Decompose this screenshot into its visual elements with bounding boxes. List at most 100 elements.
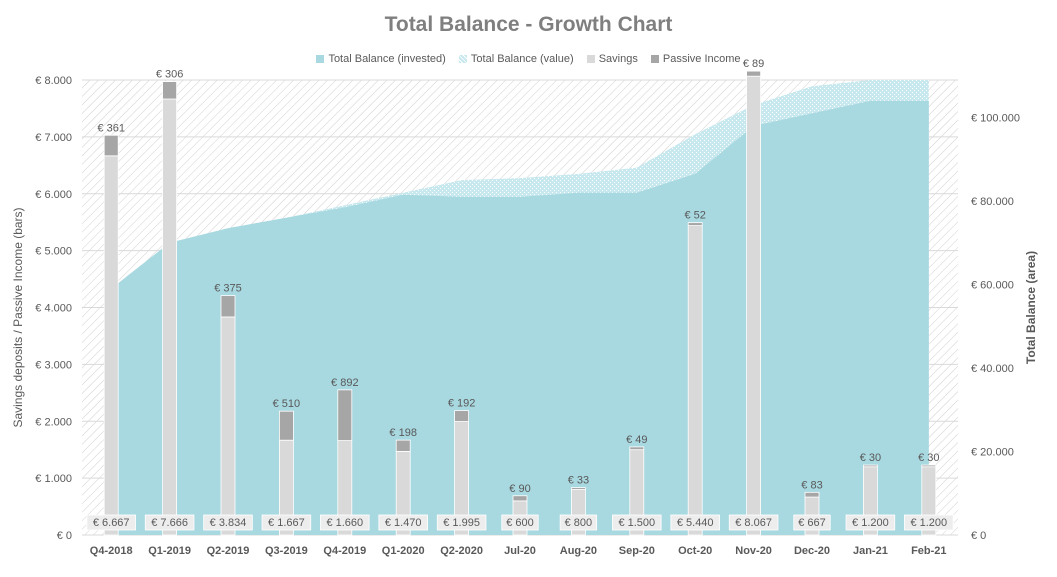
data-label-passive-income: € 52	[684, 210, 705, 222]
x-category-label: Q4-2019	[323, 545, 366, 557]
bar-passive-income	[454, 410, 470, 422]
y-left-tick-label: € 8.000	[35, 75, 72, 87]
data-label-savings-box	[501, 514, 539, 531]
x-category-label: Feb-21	[911, 545, 946, 557]
data-label-savings: € 1.660	[326, 517, 363, 529]
x-category-label: Q2-2020	[440, 545, 483, 557]
data-label-passive-income: € 30	[860, 452, 881, 464]
data-label-savings-box	[436, 514, 487, 531]
data-label-savings: € 1.500	[618, 517, 655, 529]
data-label-savings: € 1.200	[852, 517, 889, 529]
x-category-label: Jan-21	[853, 545, 888, 557]
y-left-tick-label: € 3.000	[35, 359, 72, 371]
legend-swatch-savings	[586, 55, 595, 64]
bar-passive-income	[804, 491, 820, 498]
data-label-savings: € 1.200	[910, 517, 947, 529]
data-label-savings: € 600	[506, 517, 534, 529]
data-label-passive-income: € 30	[918, 452, 939, 464]
legend-item-savings: Savings	[586, 53, 638, 66]
x-category-label: Q3-2019	[265, 545, 308, 557]
data-label-passive-income: € 306	[156, 69, 184, 81]
bar-savings	[103, 155, 119, 536]
bar-passive-income	[746, 70, 761, 77]
bar-savings	[687, 225, 703, 536]
legend-label-savings: Savings	[598, 53, 638, 66]
y-right-tick-label: € 40.000	[971, 363, 1014, 375]
bar-passive-income	[395, 439, 411, 452]
data-label-passive-income: € 375	[214, 283, 242, 295]
data-label-savings: € 1.470	[385, 517, 422, 529]
data-label-savings-box	[728, 514, 779, 531]
x-category-label: Q1-2019	[148, 545, 191, 557]
chart-title: Total Balance - Growth Chart	[384, 13, 673, 36]
data-label-passive-income: € 510	[273, 398, 301, 410]
legend-swatch-invested	[316, 55, 325, 64]
x-category-label: Jul-20	[504, 545, 536, 557]
data-label-savings: € 8.067	[735, 517, 772, 529]
bar-passive-income	[863, 464, 878, 468]
data-label-savings-box	[320, 514, 370, 531]
data-label-savings-box	[904, 514, 954, 531]
legend-label-passive-income: Passive Income	[662, 53, 741, 66]
y-left-tick-label: € 6.000	[35, 189, 72, 201]
data-label-passive-income: € 33	[568, 475, 589, 487]
bar-passive-income	[220, 295, 236, 318]
data-label-savings-box	[261, 514, 312, 531]
data-label-savings-box	[144, 514, 195, 531]
data-label-passive-income: € 361	[97, 122, 125, 134]
y-left-tick-label: € 5.000	[35, 246, 72, 258]
y-left-tick-label: € 4.000	[35, 303, 72, 315]
bar-passive-income	[337, 389, 353, 441]
legend-label-value: Total Balance (value)	[470, 53, 574, 66]
bar-passive-income	[103, 134, 119, 157]
bar-passive-income	[629, 446, 645, 451]
data-label-savings-box	[845, 514, 896, 531]
data-label-savings: € 667	[798, 517, 826, 529]
y-left-tick-label: € 2.000	[35, 416, 72, 428]
bar-savings	[746, 75, 761, 536]
legend: Total Balance (invested) Total Balance (…	[0, 53, 1057, 65]
data-label-savings: € 7.666	[151, 517, 188, 529]
x-category-label: Nov-20	[735, 545, 772, 557]
data-label-passive-income: € 198	[389, 427, 417, 439]
data-label-passive-income: € 90	[509, 483, 530, 495]
data-label-savings-box	[612, 514, 662, 531]
data-label-passive-income: € 89	[743, 58, 764, 70]
y-right-tick-label: € 80.000	[971, 196, 1014, 208]
data-label-savings: € 800	[565, 517, 593, 529]
legend-label-invested: Total Balance (invested)	[328, 53, 446, 66]
x-category-label: Q1-2020	[382, 545, 425, 557]
x-category-label: Dec-20	[794, 545, 830, 557]
data-label-passive-income: € 83	[801, 479, 822, 491]
y-left-tick-label: € 1.000	[35, 473, 72, 485]
y-right-axis-title: Total Balance (area)	[1024, 251, 1038, 364]
bar-passive-income	[278, 410, 294, 441]
y-right-tick-label: € 60.000	[971, 280, 1014, 292]
data-label-passive-income: € 192	[448, 398, 476, 410]
data-label-savings: € 1.667	[268, 517, 305, 529]
legend-item-passive-income: Passive Income	[650, 53, 741, 66]
x-category-label: Sep-20	[619, 545, 655, 557]
data-label-passive-income: € 892	[331, 377, 359, 389]
y-left-tick-label: € 0	[57, 530, 72, 542]
y-right-tick-label: € 100.000	[971, 113, 1020, 125]
data-label-savings: € 1.995	[443, 517, 480, 529]
data-label-savings-box	[559, 514, 598, 531]
legend-item-invested: Total Balance (invested)	[316, 53, 446, 66]
y-left-tick-label: € 7.000	[35, 132, 72, 144]
data-label-savings: € 5.440	[677, 517, 714, 529]
x-category-label: Aug-20	[560, 545, 597, 557]
legend-swatch-value	[458, 55, 467, 64]
bar-passive-income	[512, 495, 528, 502]
x-category-label: Q4-2018	[90, 545, 133, 557]
x-category-label: Oct-20	[678, 545, 712, 557]
legend-item-value: Total Balance (value)	[458, 53, 574, 66]
bar-passive-income	[162, 81, 178, 100]
y-left-axis-title: Savings deposits / Passive Income (bars)	[11, 207, 25, 427]
data-label-savings-box	[793, 514, 831, 531]
y-right-tick-label: € 0	[971, 530, 986, 542]
data-label-savings: € 6.667	[93, 517, 130, 529]
data-label-savings-box	[86, 514, 136, 531]
data-label-savings-box	[378, 514, 428, 531]
